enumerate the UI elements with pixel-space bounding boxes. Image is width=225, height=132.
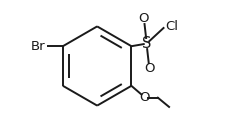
Text: O: O (143, 62, 154, 75)
Text: Br: Br (30, 40, 45, 53)
Text: O: O (139, 91, 149, 104)
Text: Cl: Cl (164, 20, 177, 33)
Text: O: O (138, 12, 148, 25)
Text: S: S (141, 36, 151, 51)
